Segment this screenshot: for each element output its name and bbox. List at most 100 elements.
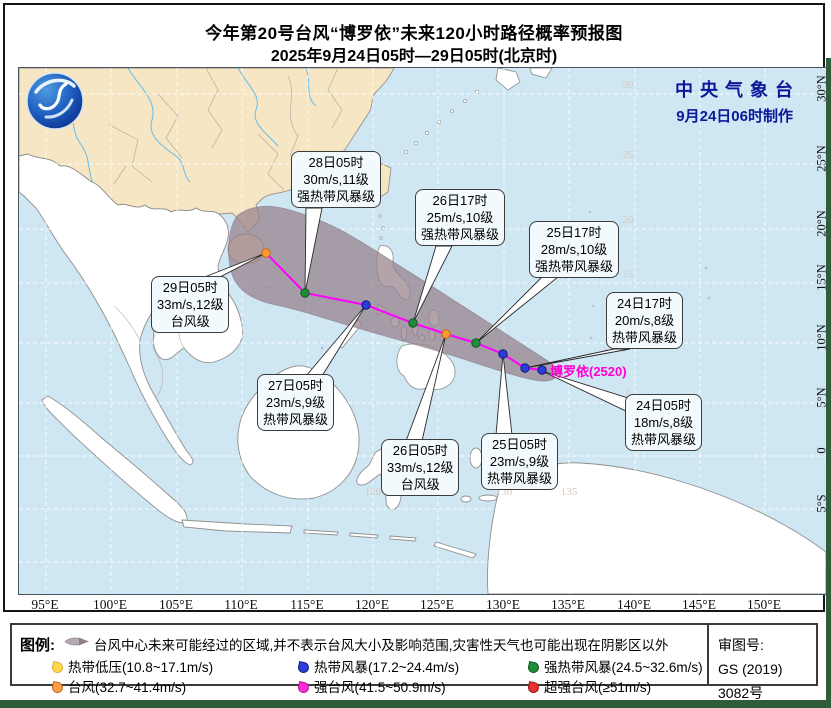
map-svg: 30 25 20 15 10 5 120 125 130 135 [18, 67, 827, 595]
svg-text:20: 20 [623, 214, 635, 226]
legend: 图例: 台风中心未来可能经过的区域,并不表示台风大小及影响范围,灾害性天气也可能… [10, 623, 818, 701]
lon-axis-label: 120°E [355, 597, 389, 612]
severe-typhoon-icon [296, 680, 311, 695]
lon-axis-label: 125°E [420, 597, 454, 612]
track-point-25d17 [471, 338, 481, 348]
lon-axis-label: 135°E [551, 597, 585, 612]
legend-item-typhoon: 台风(32.7~41.4m/s) [50, 676, 187, 696]
svg-text:25: 25 [623, 149, 635, 161]
track-points [261, 248, 547, 375]
track-point-25d05 [498, 349, 508, 359]
callout-time: 24日05时 [636, 398, 691, 413]
lon-axis-label: 150°E [747, 597, 781, 612]
callout-time: 24日17时 [617, 296, 672, 311]
callout-time: 25日05时 [492, 437, 547, 452]
lon-axis-label: 105°E [159, 597, 193, 612]
callout-category: 热带风暴级 [612, 330, 678, 345]
svg-text:30: 30 [623, 79, 635, 91]
callout-wind: 30m/s,11级 [303, 172, 369, 187]
legend-item-severe-typhoon: 强台风(41.5~50.9m/s) [296, 676, 446, 696]
typhoon-icon [50, 680, 65, 695]
legend-item-severe-tropical-storm: 强热带风暴(24.5~32.6m/s) [526, 656, 703, 676]
callout-category: 强热带风暴级 [535, 259, 614, 274]
page-edge-right [826, 58, 831, 708]
callout-wind: 25m/s,10级 [426, 210, 494, 225]
callout-wind: 28m/s,10级 [540, 242, 608, 257]
callout-time: 29日05时 [162, 280, 218, 295]
callout-category: 强热带风暴级 [297, 189, 376, 204]
callout-wind: 18m/s,8级 [633, 415, 694, 430]
track-point-26d05 [441, 329, 451, 339]
tropical-depression-icon [50, 660, 65, 675]
tropical-storm-icon [296, 660, 311, 675]
approval-number: GS (2019) 3082号 [718, 661, 783, 701]
province-borders [107, 67, 343, 191]
legend-item-super-typhoon: 超强台风(≥51m/s) [526, 676, 652, 696]
cma-logo-icon [26, 72, 84, 130]
severe-tropical-storm-icon [526, 660, 541, 675]
forecast-callout-26d05: 26日05时 33m/s,12级 台风级 [381, 439, 460, 496]
callout-category: 热带风暴级 [631, 432, 697, 447]
legend-item-tropical-depression: 热带低压(10.8~17.1m/s) [50, 656, 214, 676]
track-point-28d05 [300, 288, 310, 298]
callout-tail [524, 348, 631, 369]
callout-category: 强热带风暴级 [421, 227, 500, 242]
approval-label: 审图号: [718, 637, 764, 653]
lon-axis-label: 145°E [682, 597, 716, 612]
legend-item-label: 热带风暴(17.2~24.4m/s) [314, 660, 460, 675]
callout-category: 热带风暴级 [263, 412, 329, 427]
forecast-callout-29d05: 29日05时 33m/s,12级 台风级 [151, 276, 230, 333]
forecast-callout-25d05: 25日05时 23m/s,9级 热带风暴级 [481, 433, 559, 490]
legend-item-label: 强热带风暴(24.5~32.6m/s) [544, 660, 703, 675]
callout-wind: 33m/s,12级 [157, 297, 224, 312]
forecast-callout-28d05: 28日05时 30m/s,11级 强热带风暴级 [291, 151, 382, 208]
cone-legend-text: 台风中心未来可能经过的区域,并不表示台风大小及影响范围,灾害性天气也可能出现在阴… [94, 638, 669, 653]
legend-item-label: 台风(32.7~41.4m/s) [68, 680, 187, 695]
super-typhoon-icon [526, 680, 541, 695]
legend-divider [707, 625, 709, 684]
callout-tails [201, 207, 631, 442]
islands-japan [495, 67, 553, 91]
callout-wind: 23m/s,9级 [265, 395, 326, 410]
page-subtitle: 2025年9月24日05时—29日05时(北京时) [270, 48, 558, 65]
lon-axis-label: 100°E [93, 597, 127, 612]
forecast-callout-24d17: 24日17时 20m/s,8级 热带风暴级 [606, 292, 684, 349]
agency-credit: 中央气象台 9月24日06时制作 [675, 76, 793, 126]
landmass-indochina [18, 153, 243, 466]
forecast-callout-24d05: 24日05时 18m/s,8级 热带风暴级 [625, 394, 703, 451]
callout-time: 26日05时 [392, 443, 448, 458]
callout-category: 热带风暴级 [487, 471, 553, 486]
agency-issue-time: 9月24日06时制作 [676, 108, 793, 125]
callout-wind: 20m/s,8级 [614, 313, 675, 328]
page-edge-bottom [0, 700, 831, 708]
track-point-29d05 [261, 248, 271, 258]
lon-axis-label: 110°E [224, 597, 258, 612]
callout-tail [304, 207, 323, 294]
track-point-26d17 [408, 318, 418, 328]
islands-ryukyu [378, 89, 480, 240]
forecast-callout-26d17: 26日17时 25m/s,10级 强热带风暴级 [415, 189, 506, 246]
track-point-24d17 [520, 363, 530, 373]
track-point-27d05 [361, 300, 371, 310]
lon-axis-label: 130°E [486, 597, 520, 612]
legend-item-label: 强台风(41.5~50.9m/s) [314, 680, 446, 695]
legend-item-tropical-storm: 热带风暴(17.2~24.4m/s) [296, 656, 460, 676]
forecast-chart-frame: 今年第20号台风“博罗依”未来120小时路径概率预报图 2025年9月24日05… [3, 3, 827, 612]
legend-item-label: 超强台风(≥51m/s) [544, 680, 652, 695]
callout-time: 25日17时 [546, 225, 602, 240]
track-point-24d05 [537, 365, 547, 375]
page-title: 今年第20号台风“博罗依”未来120小时路径概率预报图 [205, 24, 623, 43]
callout-tail [412, 245, 453, 324]
svg-text:135: 135 [561, 486, 578, 498]
agency-name: 中央气象台 [675, 80, 800, 100]
legend-item-label: 热带低压(10.8~17.1m/s) [68, 660, 214, 675]
callout-wind: 23m/s,9级 [489, 454, 550, 469]
callout-time: 26日17时 [432, 193, 488, 208]
forecast-callout-25d17: 25日17时 28m/s,10级 强热带风暴级 [529, 221, 620, 278]
storm-name-label: 博罗依(2520) [550, 364, 627, 379]
svg-text:120: 120 [365, 486, 382, 498]
map-approval-number: 审图号: GS (2019) 3082号 [718, 633, 816, 705]
callout-time: 27日05时 [268, 378, 323, 393]
forecast-callout-27d05: 27日05时 23m/s,9级 热带风暴级 [257, 374, 335, 431]
